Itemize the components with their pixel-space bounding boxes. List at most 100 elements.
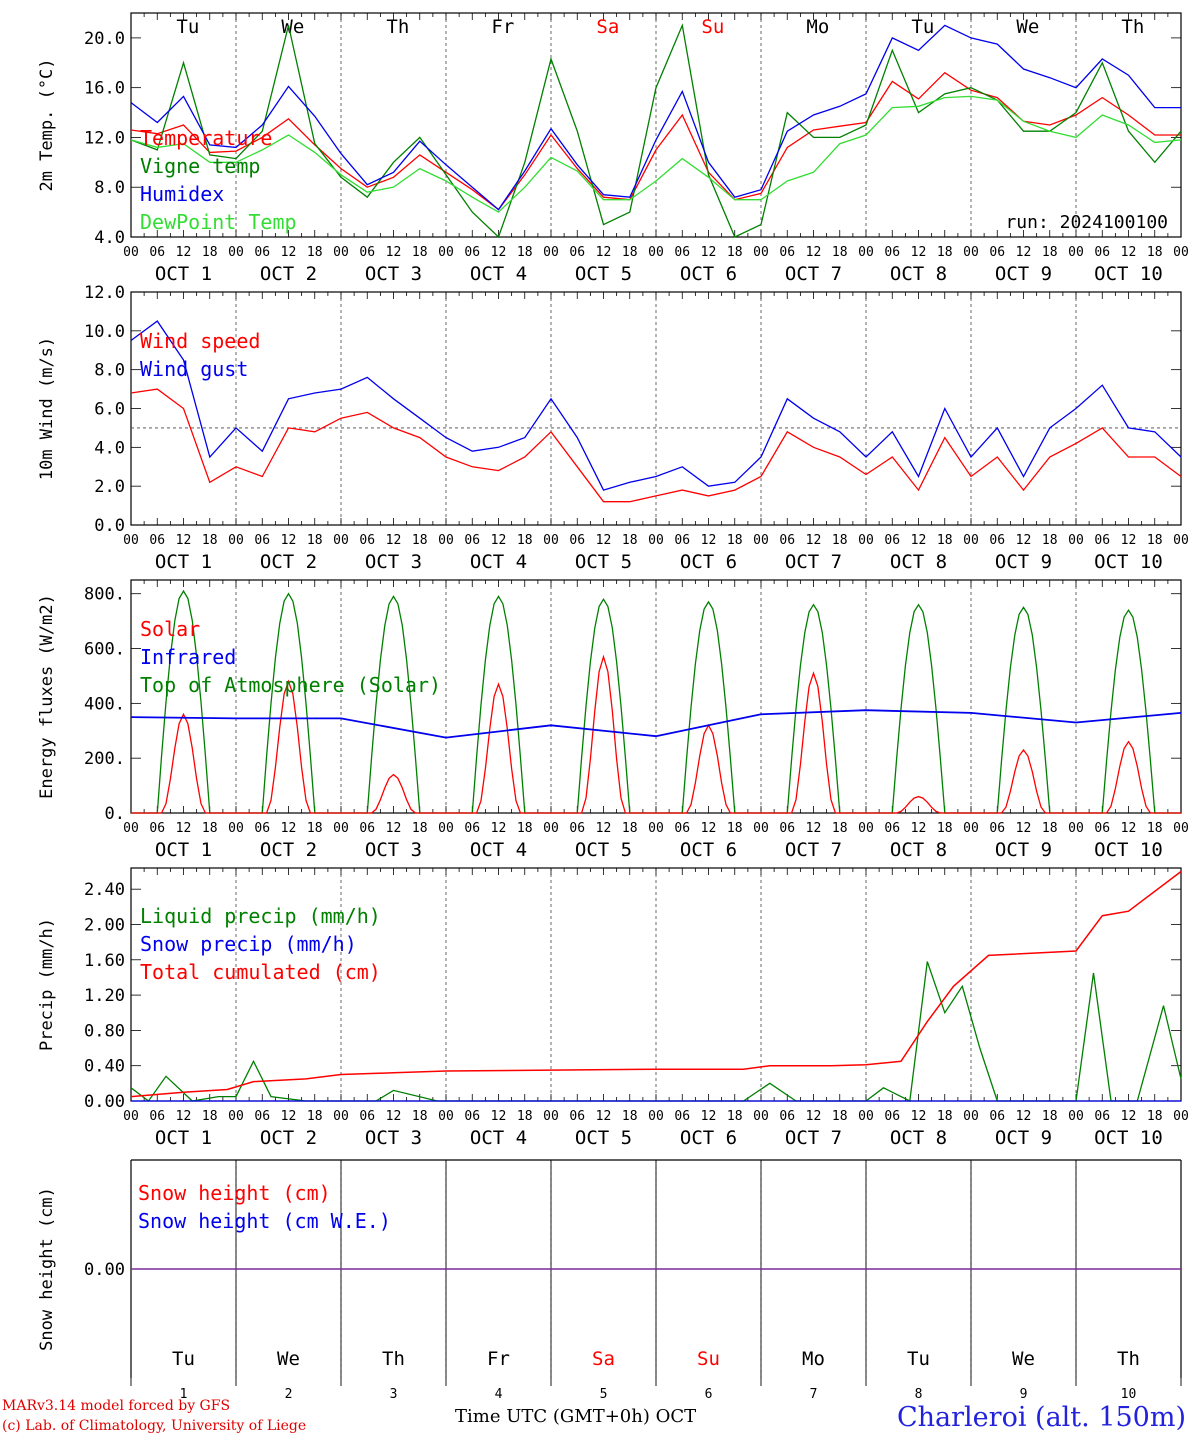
hour-tick-label: 00 (753, 1109, 769, 1124)
y-tick-label: 1.20 (84, 986, 125, 1006)
legend-snow-height-cm-: Snow height (cm) (138, 1181, 331, 1205)
hour-tick-label: 06 (1094, 245, 1110, 260)
hour-tick-label: 12 (281, 533, 297, 548)
hour-tick-label: 18 (727, 1109, 743, 1124)
legend-liquid-precip-mm-h-: Liquid precip (mm/h) (140, 904, 381, 928)
hour-tick-label: 12 (1121, 533, 1137, 548)
hour-tick-label: 00 (228, 533, 244, 548)
hour-tick-label: 00 (123, 1109, 139, 1124)
hour-tick-label: 18 (727, 245, 743, 260)
hour-tick-label: 00 (963, 245, 979, 260)
legend-dewpoint-temp: DewPoint Temp (140, 210, 297, 234)
hour-tick-label: 00 (648, 821, 664, 836)
hour-tick-label: 06 (569, 533, 585, 548)
hour-tick-label: 06 (359, 1109, 375, 1124)
x-axis-title: Time UTC (GMT+0h) OCT (455, 1406, 697, 1427)
date-label: OCT 4 (470, 839, 527, 861)
hour-tick-label: 00 (753, 821, 769, 836)
hour-tick-label: 12 (491, 1109, 507, 1124)
hour-tick-label: 12 (806, 245, 822, 260)
hour-tick-label: 00 (1068, 1109, 1084, 1124)
y-tick-label: 800. (84, 585, 125, 605)
y-tick-label: 4.0 (94, 438, 125, 458)
hour-tick-label: 12 (911, 1109, 927, 1124)
y-axis-label: 10m Wind (m/s) (37, 337, 57, 480)
hour-tick-label: 00 (858, 245, 874, 260)
hour-tick-label: 12 (806, 533, 822, 548)
hour-tick-label: 00 (1173, 245, 1189, 260)
hour-tick-label: 12 (701, 533, 717, 548)
hour-tick-label: 00 (1068, 245, 1084, 260)
legend-infrared: Infrared (140, 645, 236, 669)
hour-tick-label: 18 (622, 245, 638, 260)
hour-tick-label: 00 (1173, 821, 1189, 836)
weekday-label: We (1012, 1348, 1035, 1370)
y-tick-label: 2.00 (84, 915, 125, 935)
y-axis-label: Precip (mm/h) (37, 918, 57, 1051)
day-number-label: 8 (915, 1387, 923, 1402)
date-label: OCT 8 (890, 551, 947, 573)
hour-tick-label: 00 (228, 821, 244, 836)
hour-tick-label: 18 (202, 821, 218, 836)
weekday-label: Fr (491, 16, 514, 38)
hour-tick-label: 00 (963, 821, 979, 836)
weekday-label: Tu (911, 16, 934, 38)
hour-tick-label: 12 (701, 1109, 717, 1124)
y-tick-label: 20.0 (84, 29, 125, 49)
date-label: OCT 7 (785, 839, 842, 861)
date-label: OCT 1 (155, 551, 212, 573)
hour-tick-label: 12 (1121, 245, 1137, 260)
hour-tick-label: 18 (202, 245, 218, 260)
hour-tick-label: 00 (648, 245, 664, 260)
hour-tick-label: 18 (622, 821, 638, 836)
hour-tick-label: 00 (858, 1109, 874, 1124)
hour-tick-label: 12 (386, 821, 402, 836)
hour-tick-label: 00 (543, 1109, 559, 1124)
date-label: OCT 3 (365, 263, 422, 285)
series-vigne-temp (130, 23, 1182, 239)
date-label: OCT 4 (470, 263, 527, 285)
series-dewpoint-temp (130, 95, 1182, 213)
hour-tick-label: 00 (1068, 533, 1084, 548)
hour-tick-label: 12 (911, 821, 927, 836)
date-label: OCT 7 (785, 263, 842, 285)
hour-tick-label: 12 (491, 245, 507, 260)
series-wind-gust (130, 320, 1182, 491)
date-label: OCT 9 (995, 551, 1052, 573)
date-label: OCT 3 (365, 551, 422, 573)
date-label: OCT 10 (1094, 839, 1163, 861)
hour-tick-label: 18 (832, 533, 848, 548)
hour-tick-label: 06 (464, 245, 480, 260)
hour-tick-label: 18 (412, 533, 428, 548)
hour-tick-label: 18 (832, 1109, 848, 1124)
hour-tick-label: 18 (832, 245, 848, 260)
hour-tick-label: 12 (386, 245, 402, 260)
hour-tick-label: 00 (333, 1109, 349, 1124)
date-label: OCT 2 (260, 839, 317, 861)
hour-tick-label: 00 (228, 1109, 244, 1124)
hour-tick-label: 12 (1016, 245, 1032, 260)
date-label: OCT 1 (155, 1127, 212, 1149)
hour-tick-label: 06 (149, 245, 165, 260)
hour-tick-label: 12 (281, 245, 297, 260)
weekday-label: Tu (907, 1348, 930, 1370)
date-label: OCT 10 (1094, 1127, 1163, 1149)
hour-tick-label: 06 (569, 821, 585, 836)
weekday-label: Tu (172, 1348, 195, 1370)
hour-tick-label: 18 (517, 821, 533, 836)
hour-tick-label: 18 (412, 1109, 428, 1124)
hour-tick-label: 18 (307, 821, 323, 836)
day-number-label: 9 (1020, 1387, 1028, 1402)
hour-tick-label: 00 (543, 821, 559, 836)
hour-tick-label: 18 (517, 1109, 533, 1124)
credit-model: MARv3.14 model forced by GFS (2, 1398, 231, 1414)
series-wind-speed (130, 388, 1182, 503)
hour-tick-label: 00 (753, 533, 769, 548)
y-tick-label: 8.0 (94, 178, 125, 198)
weekday-label: Fr (487, 1348, 510, 1370)
hour-tick-label: 06 (569, 245, 585, 260)
date-label: OCT 5 (575, 839, 632, 861)
y-axis-label: 2m Temp. (°C) (37, 58, 57, 191)
hour-tick-label: 18 (517, 533, 533, 548)
hour-tick-label: 18 (1147, 533, 1163, 548)
